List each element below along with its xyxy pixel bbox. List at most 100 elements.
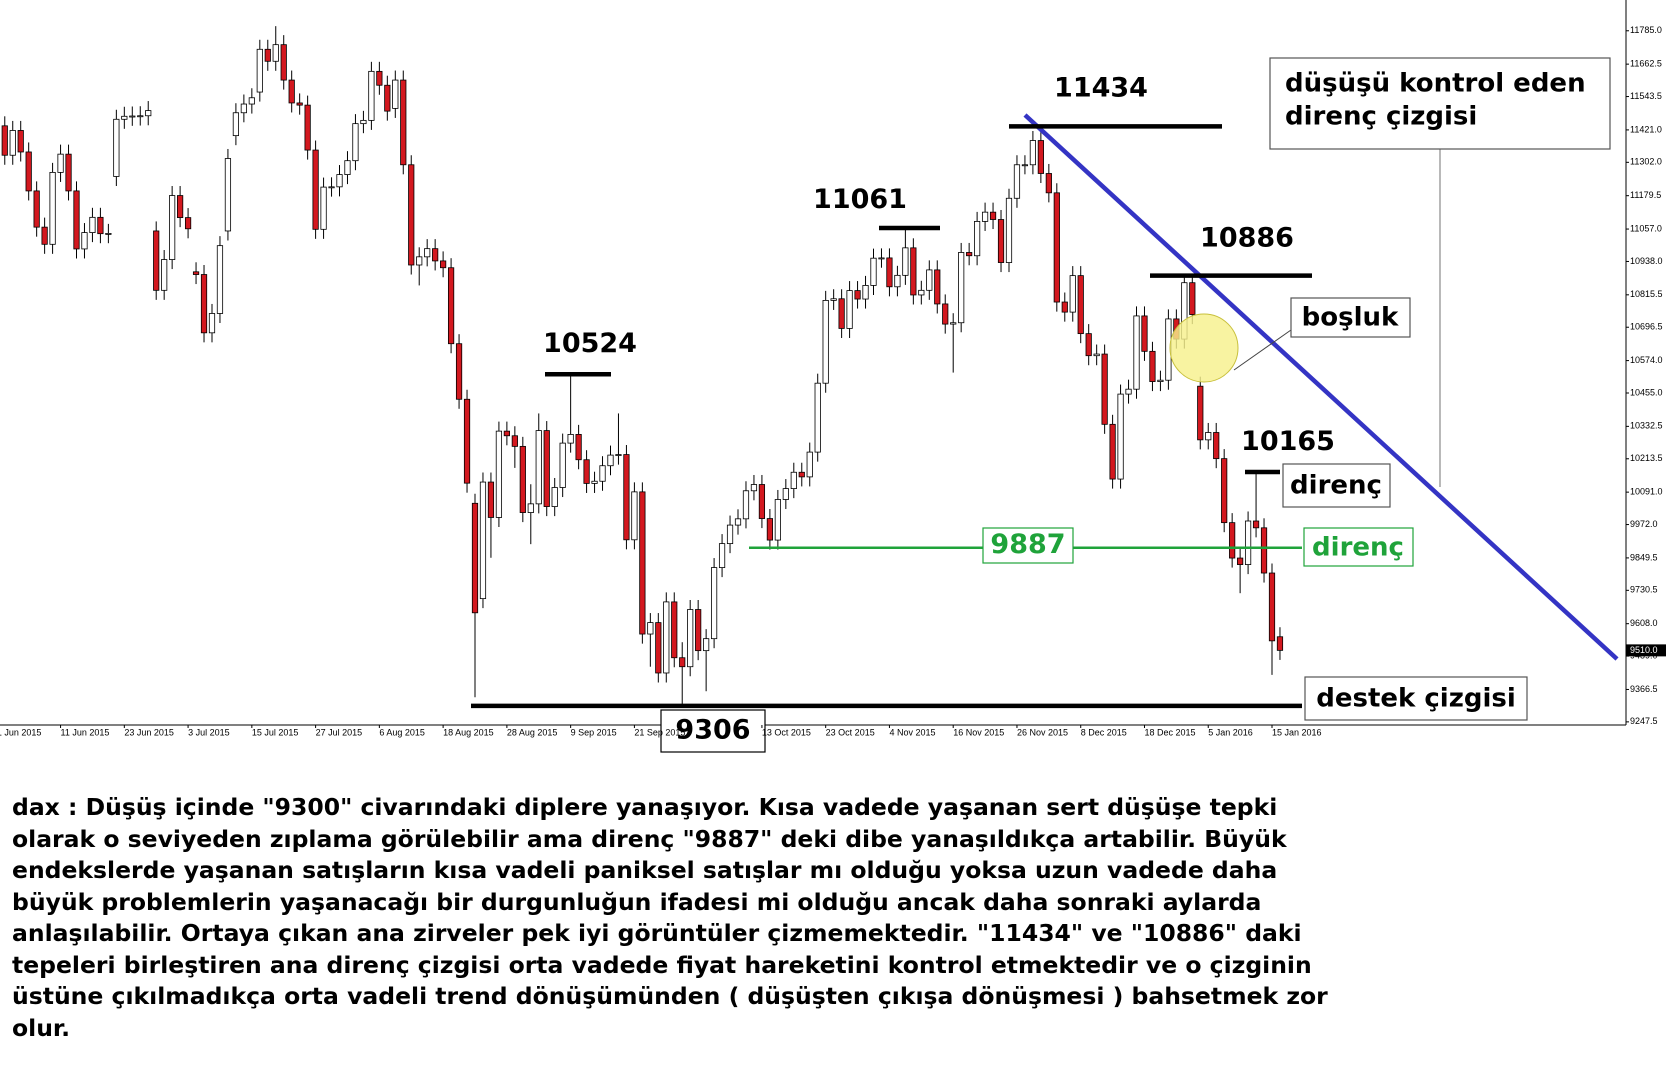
- candle-body: [1197, 385, 1204, 441]
- candle-body: [216, 245, 224, 314]
- candle-body: [1268, 572, 1276, 642]
- y-tick-label: 9849.5: [1630, 552, 1658, 562]
- candle-body: [966, 252, 973, 257]
- candle-body: [981, 211, 989, 222]
- candle-body: [1117, 393, 1124, 480]
- y-tick-label: 10332.5: [1630, 421, 1663, 431]
- candle-body: [1045, 173, 1052, 194]
- gap-highlight: [1169, 313, 1239, 383]
- candle-body: [575, 434, 582, 461]
- candle-body: [440, 260, 447, 269]
- candle-body: [432, 248, 439, 262]
- candle-body: [511, 435, 518, 447]
- trend-line: [1023, 113, 1619, 661]
- candle-body: [25, 151, 32, 192]
- note-text: direnç: [1290, 471, 1382, 501]
- candle-body: [1221, 458, 1228, 524]
- x-tick-label: 23 Oct 2015: [826, 727, 875, 737]
- x-tick-label: 13 Oct 2015: [762, 727, 811, 737]
- candle-body: [161, 259, 168, 291]
- candle-body: [878, 257, 885, 260]
- candle-body: [758, 484, 766, 519]
- level-label: 10524: [543, 328, 637, 359]
- x-tick-label: 27 Jul 2015: [316, 727, 363, 737]
- candle-body: [1252, 520, 1260, 529]
- x-tick-label: 6 Aug 2015: [379, 727, 425, 737]
- caption-line: endekslerde yaşanan satışların kısa vade…: [12, 856, 1278, 884]
- candle-body: [1005, 197, 1013, 263]
- candle-body: [224, 158, 232, 232]
- candle-body: [846, 290, 853, 329]
- x-tick-label: 15 Jul 2015: [252, 727, 299, 737]
- note-text: düşüşü kontrol eden: [1285, 69, 1586, 99]
- candle-body: [344, 160, 351, 175]
- candle-body: [663, 601, 670, 674]
- candle-body: [169, 195, 176, 260]
- candle-body: [623, 454, 630, 541]
- candle-body: [798, 471, 805, 478]
- x-tick-label: 5 Jan 2016: [1208, 727, 1253, 737]
- candle-body: [567, 434, 574, 444]
- candle-body: [894, 274, 901, 288]
- note-text: destek çizgisi: [1316, 684, 1516, 714]
- candle-body: [121, 115, 128, 120]
- candle-body: [695, 609, 702, 652]
- candle-body: [902, 247, 909, 276]
- candle-body: [153, 230, 160, 291]
- y-tick-label: 10938.0: [1630, 256, 1663, 266]
- candles: [1, 26, 1284, 706]
- candle-body: [248, 97, 255, 105]
- candle-body: [392, 79, 399, 109]
- caption-line: üstüne çıkılmadıkça orta vadeli trend dö…: [12, 982, 1328, 1010]
- candle-body: [137, 115, 144, 118]
- note-text: boşluk: [1302, 303, 1399, 333]
- candle-body: [1077, 275, 1084, 335]
- candle-body: [200, 274, 208, 334]
- y-tick-label: 10815.5: [1630, 289, 1663, 299]
- candle-body: [376, 70, 383, 86]
- note-text: direnç çizgisi: [1285, 102, 1477, 132]
- candle-body: [997, 219, 1005, 263]
- level-label: 10165: [1241, 426, 1335, 457]
- candle-body: [320, 186, 327, 230]
- note-box: [1282, 463, 1391, 508]
- candle-body: [926, 269, 933, 291]
- candle-body: [280, 44, 287, 81]
- gap-connector: [1233, 329, 1292, 371]
- caption: dax : Düşüş içinde "9300" civarındaki di…: [12, 792, 1652, 1044]
- note-box: [1304, 676, 1528, 721]
- candle-body: [958, 252, 965, 324]
- candle-body: [599, 465, 606, 482]
- candle-body: [1237, 557, 1244, 565]
- y-tick-label: 10574.0: [1630, 355, 1663, 365]
- candle-body: [782, 488, 789, 500]
- candle-body: [89, 216, 96, 233]
- y-tick-label: 9608.0: [1630, 618, 1658, 628]
- candle-body: [1125, 388, 1132, 395]
- candle-body: [862, 285, 869, 300]
- y-tick-label: 11421.0: [1630, 124, 1662, 134]
- level-box: [660, 709, 766, 753]
- y-tick-label: 11057.0: [1630, 223, 1662, 233]
- caption-line: büyük problemlerin yaşanacağı bir durgun…: [12, 887, 1262, 916]
- candle-body: [822, 300, 829, 384]
- candle-body: [1037, 140, 1044, 174]
- caption-line: dax : Düşüş içinde "9300" civarındaki di…: [12, 793, 1278, 821]
- candle-body: [1013, 164, 1021, 199]
- candle-body: [1276, 636, 1284, 651]
- candle-body: [607, 454, 614, 467]
- candle-body: [416, 256, 423, 266]
- caption-line: olur.: [12, 1013, 71, 1042]
- candle-body: [934, 269, 941, 305]
- candle-body: [950, 322, 957, 325]
- candle-body: [1244, 520, 1252, 565]
- caption-line: tepeleri birleştiren ana direnç çizgisi …: [12, 950, 1312, 979]
- candle-body: [1021, 164, 1029, 167]
- level-label: 9887: [990, 529, 1065, 560]
- candle-body: [750, 484, 758, 492]
- y-tick-label: 9247.5: [1630, 716, 1658, 726]
- caption-line: olarak o seviyeden zıplama görülebilir a…: [12, 824, 1287, 853]
- candle-body: [17, 130, 24, 153]
- chart: 11434 11061 10886 10524 10165 9306 9887 düşüşü …: [0, 0, 1666, 753]
